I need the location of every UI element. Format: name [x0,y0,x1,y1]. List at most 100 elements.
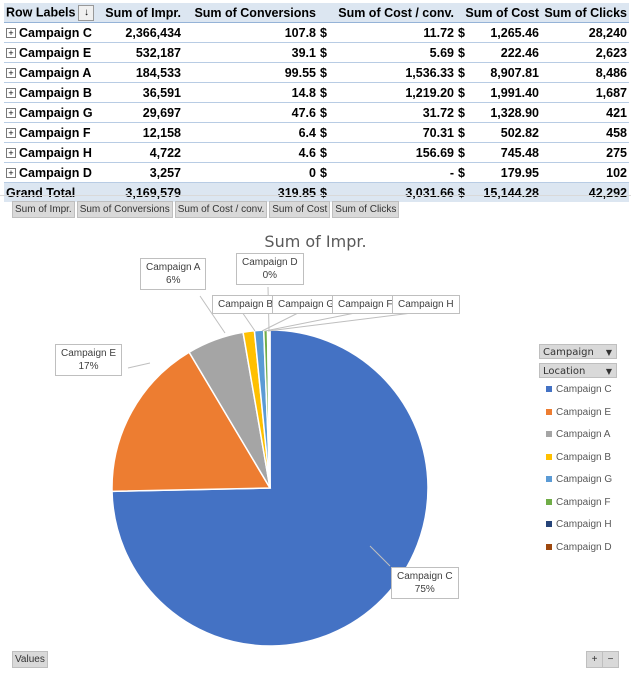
cell-value: 156.69 [415,145,454,160]
cell: 14.8 [183,82,318,103]
label-percent: 75% [414,584,435,595]
cell: 319.85 [183,182,318,202]
table-row: + Campaign G 29,697 47.6 $31.72 $1,328.90 421 [4,102,629,123]
field-button[interactable]: Sum of Conversions [76,201,173,218]
data-label[interactable]: Campaign F [332,295,399,314]
legend-filter-campaign[interactable]: Campaign ▼ [539,344,617,359]
cell: + Campaign E [4,42,97,63]
legend-item[interactable]: Campaign G [546,474,612,485]
expand-icon[interactable]: + [6,68,16,79]
field-button[interactable]: Sum of Impr. [12,201,75,218]
currency-symbol: $ [458,145,465,160]
cell-value: 3,031.66 [405,185,454,200]
cell: 12,158 [97,122,183,143]
cell: + Campaign F [4,122,97,143]
cell: $5.69 [318,42,456,63]
currency-symbol: $ [458,165,465,180]
legend-item[interactable]: Campaign H [546,519,612,530]
legend-item[interactable]: Campaign B [546,452,611,463]
label-category: Campaign B [218,299,274,310]
cell: 42,292 [541,182,629,202]
legend-swatch-icon [546,408,552,415]
collapse-button[interactable]: − [602,651,619,668]
expand-button[interactable]: + [586,651,603,668]
cell: + Campaign D [4,162,97,183]
label-category: Campaign H [398,299,454,310]
data-label[interactable]: Campaign C 75% [391,567,459,599]
cell: 36,591 [97,82,183,103]
cell: 421 [541,102,629,123]
pie-slice[interactable] [268,329,271,489]
sort-filter-button[interactable]: ↓ [78,4,95,21]
field-button[interactable]: Sum of Clicks [332,201,400,218]
cell: $ - [318,162,456,183]
cell: + Campaign H [4,142,97,163]
legend-item[interactable]: Campaign C [546,384,612,395]
legend-item[interactable]: Campaign F [546,497,610,508]
expand-icon[interactable]: + [6,88,16,99]
legend-swatch-icon [546,498,552,505]
data-label[interactable]: Campaign H [392,295,460,314]
legend-label: Campaign C [556,384,612,395]
cell: 8,486 [541,62,629,83]
pivot-table: Row Labels ↓ Sum of Impr. Sum of Conversion… [4,3,629,202]
cell: $222.46 [456,42,541,63]
legend-label: Campaign B [556,451,612,463]
legend-swatch-icon [546,476,552,483]
legend-swatch-icon [546,431,552,438]
values-button[interactable]: Values [12,651,48,668]
cell: 532,187 [97,42,183,63]
field-button[interactable]: Sum of Cost [269,201,331,218]
legend-item[interactable]: Campaign D [546,542,612,553]
cell-value: 11.72 [423,25,454,40]
cell: 6.4 [183,122,318,143]
pivot-chart[interactable]: Sum of Impr. Sum of Conversions Sum of Cos… [0,195,631,676]
chart-title: Sum of Impr. [264,232,367,251]
expand-icon[interactable]: + [6,128,16,139]
cell: $3,031.66 [318,182,456,202]
grand-total-row: Grand Total 3,169,579 319.85 $3,031.66 $15,1… [4,182,629,202]
cell-value: 5.69 [429,45,454,60]
expand-icon[interactable]: + [6,148,16,159]
expand-icon[interactable]: + [6,168,16,179]
cell: 184,533 [97,62,183,83]
legend-swatch-icon [546,386,552,393]
cell: 4,722 [97,142,183,163]
row-label: Campaign E [19,45,92,60]
currency-symbol: $ [458,105,465,120]
leader-line [127,362,151,369]
expand-icon[interactable]: + [6,108,16,119]
leader-line [369,545,391,567]
cell: + Campaign C [4,22,97,43]
cell: 0 [183,162,318,183]
data-label[interactable]: Campaign D 0% [236,253,304,285]
currency-symbol: $ [320,145,327,160]
label-category: Campaign G [278,299,335,310]
data-label[interactable]: Campaign A 6% [140,258,207,290]
label-category: Campaign C [397,571,453,582]
header-label: Row Labels [6,4,76,19]
currency-symbol: $ [458,65,465,80]
currency-symbol: $ [320,185,327,200]
expand-icon[interactable]: + [6,48,16,59]
data-label[interactable]: Campaign G [272,295,341,314]
column-header: Row Labels ↓ [4,3,97,23]
row-label: Campaign G [19,105,93,120]
currency-symbol: $ [458,125,465,140]
field-button[interactable]: Sum of Cost / conv. [174,201,268,218]
data-label[interactable]: Campaign B [212,295,280,314]
leader-line [264,311,361,332]
cell: $745.48 [456,142,541,163]
legend-label: Campaign E [556,406,612,418]
legend-label: Campaign D [556,541,612,553]
data-label[interactable]: Campaign E 17% [55,344,123,376]
pie-slice[interactable] [111,351,272,493]
legend-filter-location[interactable]: Location ▼ [539,363,617,378]
cell: 107.8 [183,22,318,43]
table-row: + Campaign E 532,187 39.1 $5.69 $222.46 2,623 [4,42,629,63]
cell-value: 179.95 [500,165,539,180]
label-category: Campaign E [61,348,117,359]
expand-icon[interactable]: + [6,28,16,39]
legend-item[interactable]: Campaign E [546,407,611,418]
legend-item[interactable]: Campaign A [546,429,610,440]
